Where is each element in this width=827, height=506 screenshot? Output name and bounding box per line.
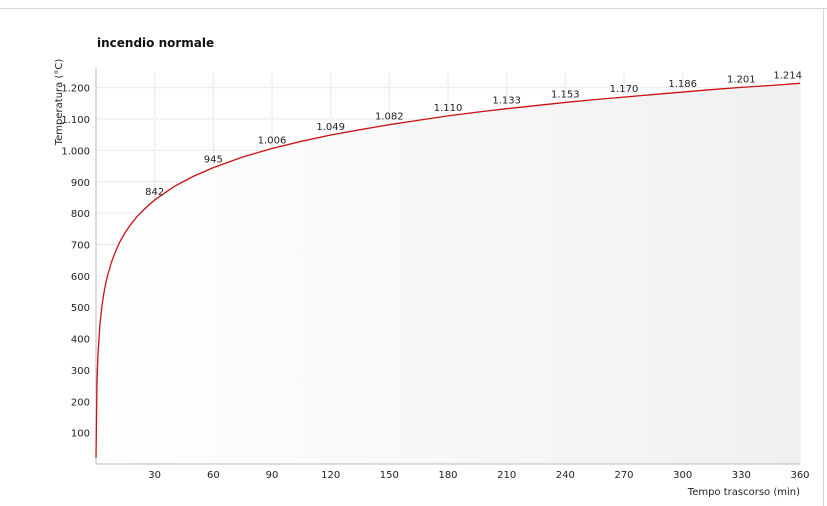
y-tick-label: 1.100 [61,115,90,126]
chart-title: incendio normale [97,36,215,50]
data-label: 1.082 [375,112,404,123]
data-label: 1.153 [551,89,580,100]
data-label: 1.006 [258,136,287,147]
y-tick-label: 900 [71,178,90,189]
y-tick-label: 800 [71,209,90,220]
y-tick-label: 100 [71,429,90,440]
y-tick-label: 300 [71,366,90,377]
series-area-0 [96,83,800,464]
y-tick-label: 500 [71,303,90,314]
data-label: 1.201 [727,74,756,85]
data-labels: 842 945 1.006 1.049 1.082 1.110 1.133 1.153 1.17… [145,70,802,198]
frame-border-right [823,8,824,506]
x-tick-label: 270 [614,470,633,481]
y-tick-label: 700 [71,240,90,251]
x-tick-label: 240 [556,470,575,481]
x-tick-label: 180 [438,470,457,481]
x-tick-label: 360 [790,470,809,481]
x-tick-label: 330 [732,470,751,481]
data-label: 1.049 [316,122,345,133]
x-tick-label: 150 [380,470,399,481]
data-label: 1.214 [773,70,802,81]
series [95,82,801,458]
y-tick-label: 200 [71,397,90,408]
data-label: 1.133 [492,96,521,107]
x-tick-label: 120 [321,470,340,481]
tick-labels: 100 200 300 400 500 600 700 800 900 1.000 1.100 1.2… [61,84,809,481]
frame-border-top [0,8,827,9]
x-axis-label: Tempo trascorso (min) [687,487,800,498]
area-fill [96,83,800,464]
data-label: 1.186 [668,79,697,90]
x-tick-label: 30 [148,470,161,481]
y-axis-label: Temperatura (°C) [54,59,65,147]
data-label: 842 [145,187,164,198]
data-label: 1.170 [610,84,639,95]
axes [95,68,800,465]
y-tick-label: 1.200 [61,84,90,95]
data-label: 1.110 [434,103,463,114]
y-tick-label: 400 [71,335,90,346]
x-tick-label: 300 [673,470,692,481]
series-line-0 [95,82,801,458]
x-tick-label: 60 [207,470,220,481]
data-label: 945 [204,155,223,166]
x-tick-label: 90 [266,470,279,481]
x-tick-label: 210 [497,470,516,481]
y-tick-label: 1.000 [61,146,90,157]
y-tick-label: 600 [71,272,90,283]
